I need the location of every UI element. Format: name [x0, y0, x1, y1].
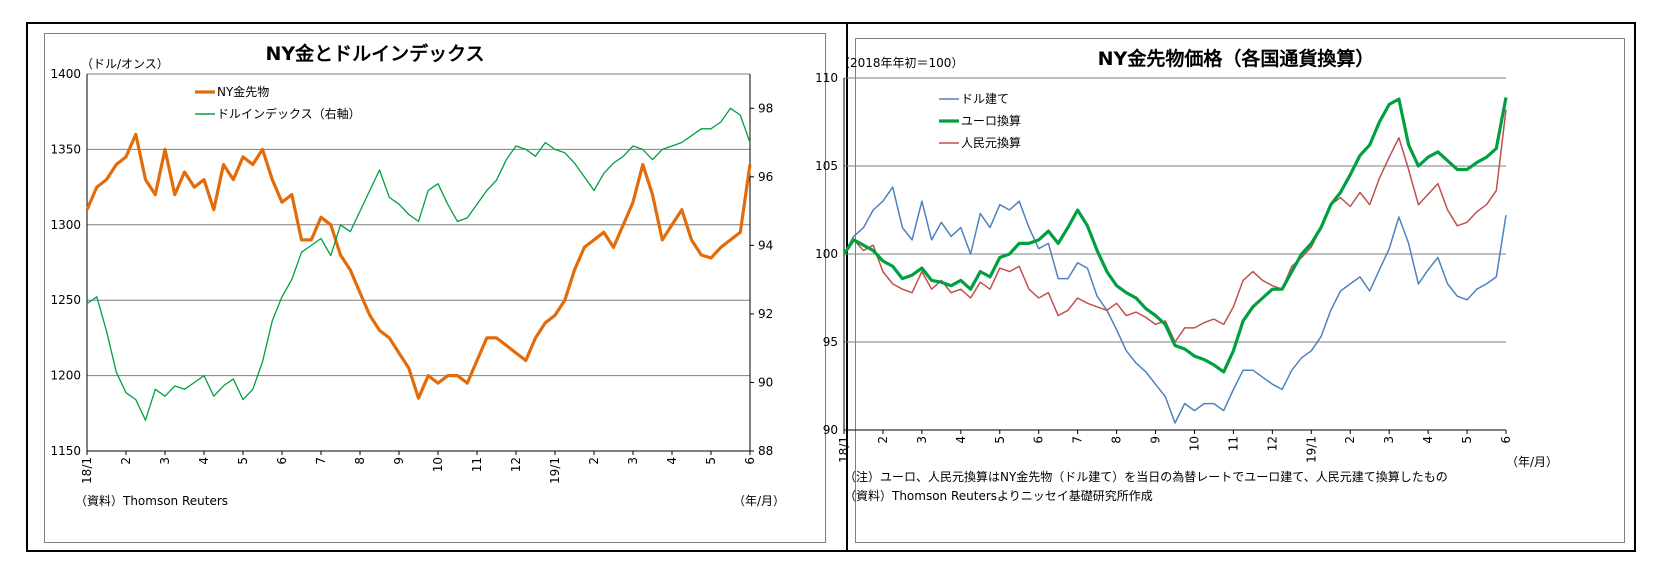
x-tick-label: 5	[993, 436, 1007, 444]
x-tick-label: 3	[915, 436, 929, 444]
x-tick-label: 9	[1149, 436, 1163, 444]
legend-label: ドルインデックス（右軸）	[217, 106, 361, 121]
x-tick-label: 8	[1110, 436, 1124, 444]
y-right-tick-label: 88	[758, 444, 773, 458]
series-line-1	[842, 97, 1508, 374]
series-line-1	[86, 107, 751, 421]
x-tick-label: 18/1	[80, 457, 94, 484]
y-axis-left-ticks: 1150 1200 1250 1300 1350 1400	[50, 67, 81, 458]
y-tick-label: 110	[815, 71, 838, 85]
x-tick-label: 8	[353, 457, 367, 465]
y-left-tick-label: 1200	[50, 369, 81, 383]
x-tick-label: 10	[431, 457, 445, 472]
figure-frame	[26, 22, 1636, 552]
x-tick-label: 6	[1032, 436, 1046, 444]
y-left-tick-label: 1300	[50, 218, 81, 232]
y-tick-label: 90	[823, 423, 838, 437]
source-note: （資料）Thomson Reuters	[75, 494, 228, 508]
y-axis-unit-label: （2018年年初＝100）	[838, 56, 963, 70]
y-axis-ticks: 90 95 100 105 110	[815, 71, 838, 437]
legend-label: ユーロ換算	[961, 113, 1021, 128]
chart-title: NY金先物価格（各国通貨換算）	[1098, 47, 1375, 70]
x-axis-unit-label: （年/月）	[733, 494, 785, 508]
x-axis-ticks: 18/1 2 3 4 5 6 7 8 9 10 11 12 19/1 2 3 4 5 6	[837, 430, 1513, 463]
y-right-tick-label: 98	[758, 101, 773, 115]
x-tick-label: 9	[392, 457, 406, 465]
y-right-tick-label: 90	[758, 375, 773, 389]
y-right-tick-label: 94	[758, 238, 773, 252]
x-tick-label: 2	[1343, 436, 1357, 444]
x-tick-label: 3	[1382, 436, 1396, 444]
x-tick-label: 5	[1460, 436, 1474, 444]
y-tick-label: 105	[815, 159, 838, 173]
x-tick-label: 2	[587, 457, 601, 465]
y-left-tick-label: 1400	[50, 67, 81, 81]
chart-panel-gold-dollar: NY金とドルインデックス （ドル/オンス） 18/1 2 3 4 5 6 7 8 9 10 11 12…	[44, 33, 826, 543]
series-line-0	[85, 132, 752, 400]
y-tick-label: 95	[823, 335, 838, 349]
x-tick-label: 11	[470, 457, 484, 472]
x-tick-label: 6	[743, 457, 757, 465]
x-tick-label: 3	[158, 457, 172, 465]
y-left-tick-label: 1350	[50, 142, 81, 156]
x-tick-label: 7	[1071, 436, 1085, 444]
y-right-tick-label: 96	[758, 170, 773, 184]
chart-title: NY金とドルインデックス	[265, 42, 484, 65]
x-tick-label: 6	[275, 457, 289, 465]
x-tick-label: 4	[665, 457, 679, 465]
x-tick-label: 6	[1499, 436, 1513, 444]
x-tick-label: 2	[119, 457, 133, 465]
x-axis-ticks: 18/1 2 3 4 5 6 7 8 9 10 11 12 19/1 2 3 4 5 6	[80, 451, 757, 484]
legend-label: ドル建て	[961, 92, 1009, 106]
x-tick-label: 10	[1187, 436, 1201, 451]
source-note: （資料）Thomson Reutersよりニッセイ基礎研究所作成	[844, 488, 1153, 503]
x-tick-label: 19/1	[548, 457, 562, 484]
footnote: （注）ユーロ、人民元換算はNY金先物（ドル建て）を当日の為替レートでユーロ建て、…	[844, 469, 1448, 484]
y-axis-unit-label: （ドル/オンス）	[81, 57, 169, 71]
x-tick-label: 18/1	[837, 436, 851, 463]
x-tick-label: 11	[1226, 436, 1240, 451]
x-tick-label: 12	[1265, 436, 1279, 451]
y-tick-label: 100	[815, 247, 838, 261]
panel-divider	[846, 22, 848, 552]
chart-gold-vs-dollar-index: NY金とドルインデックス （ドル/オンス） 18/1 2 3 4 5 6 7 8 9 10 11 12…	[50, 42, 785, 508]
x-tick-label: 19/1	[1304, 436, 1318, 463]
x-tick-label: 7	[314, 457, 328, 465]
series-lines	[842, 97, 1508, 424]
legend-label: 人民元換算	[961, 135, 1021, 150]
x-tick-label: 5	[236, 457, 250, 465]
legend-label: NY金先物	[217, 84, 269, 99]
x-tick-label: 4	[954, 436, 968, 444]
x-axis-unit-label: （年/月）	[1506, 455, 1558, 469]
y-right-tick-label: 92	[758, 307, 773, 321]
gridlines	[86, 73, 751, 452]
y-left-tick-label: 1150	[50, 444, 81, 458]
x-tick-label: 4	[197, 457, 211, 465]
x-tick-label: 4	[1421, 436, 1435, 444]
x-tick-label: 3	[626, 457, 640, 465]
x-tick-label: 12	[509, 457, 523, 472]
series-lines	[85, 107, 752, 421]
chart-panel-gold-currencies: NY金先物価格（各国通貨換算） （2018年年初＝100） 18/1 2 3 4 5 6 7…	[815, 38, 1625, 543]
chart-gold-in-currencies: NY金先物価格（各国通貨換算） （2018年年初＝100） 18/1 2 3 4 5 6 7…	[815, 47, 1558, 503]
y-left-tick-label: 1250	[50, 293, 81, 307]
x-tick-label: 2	[876, 436, 890, 444]
x-tick-label: 5	[704, 457, 718, 465]
y-axis-right-ticks: 88 90 92 94 96 98	[750, 101, 773, 458]
series-line-0	[843, 186, 1507, 424]
